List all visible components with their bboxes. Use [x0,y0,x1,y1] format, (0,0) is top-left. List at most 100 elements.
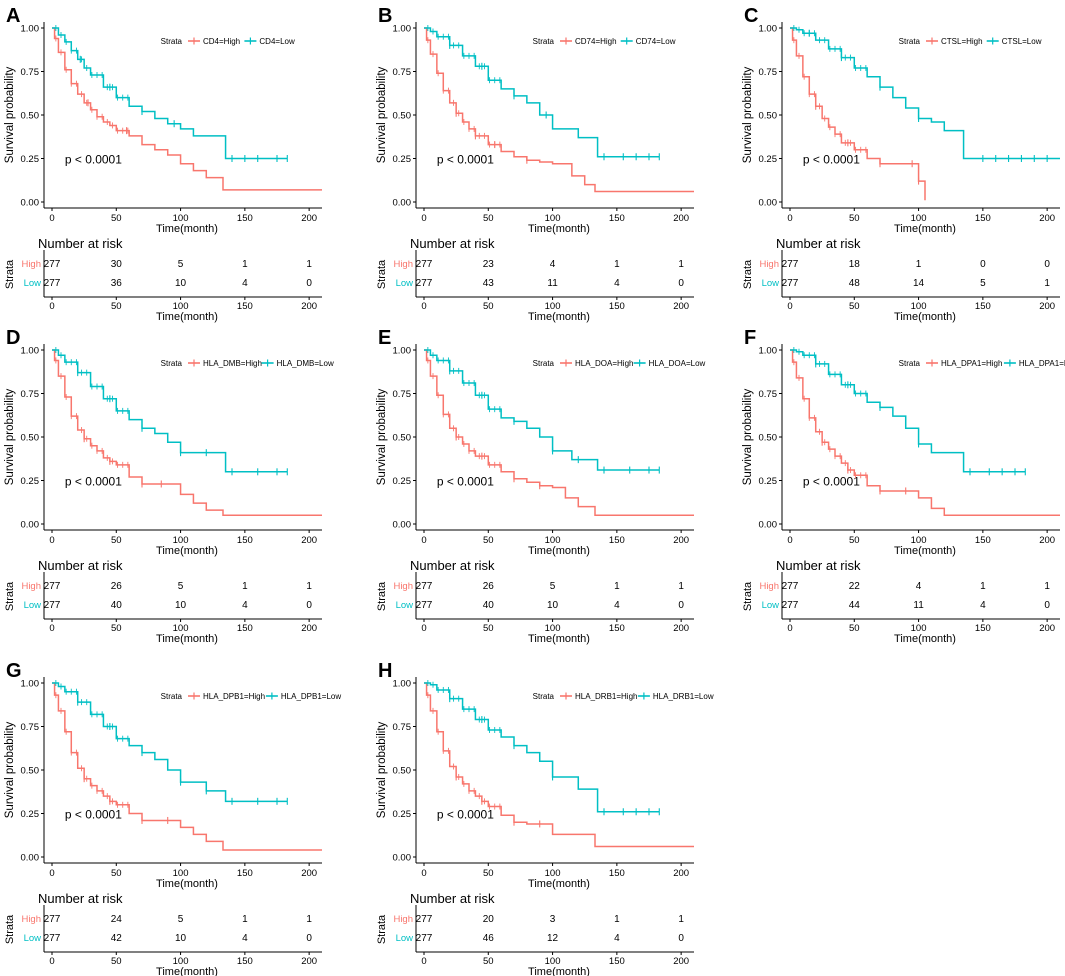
risk-row-label-high: High [393,581,413,592]
y-tick-label: 0.25 [759,154,778,165]
risk-x-tick-label: 150 [237,956,253,967]
legend: Strata HLA_DPA1=High HLA_DPA1=Low [899,359,1065,368]
p-value: p < 0.0001 [65,153,122,167]
x-tick-label: 0 [787,535,792,546]
risk-count-high: 26 [111,581,123,592]
risk-count-high: 1 [242,259,248,270]
risk-x-axis-label: Time(month) [156,311,218,323]
risk-count-high: 1 [678,581,684,592]
y-tick-label: 0.50 [393,433,412,444]
x-tick-label: 100 [545,868,561,879]
risk-x-tick-label: 50 [111,623,122,634]
risk-row-label-high: High [21,259,41,270]
risk-count-high: 26 [483,581,495,592]
legend-title: Strata [161,37,183,46]
risk-strata-label: Strata [376,259,388,289]
x-axis-label: Time(month) [894,545,956,557]
risk-x-tick-label: 150 [609,956,625,967]
x-tick-label: 0 [787,213,792,224]
risk-count-low: 42 [111,933,123,944]
risk-count-low: 10 [175,600,187,611]
legend: Strata CTSL=High CTSL=Low [899,37,1042,46]
risk-count-high: 5 [550,581,556,592]
risk-count-low: 277 [416,933,433,944]
risk-x-axis-label: Time(month) [894,633,956,645]
panel-letter: D [6,327,20,349]
x-tick-label: 100 [545,213,561,224]
risk-count-low: 0 [306,933,312,944]
risk-count-high: 1 [1044,581,1050,592]
panel-letter: F [744,327,756,349]
panel-letter: C [744,5,758,27]
x-axis-label: Time(month) [528,223,590,235]
risk-x-axis-label: Time(month) [156,966,218,976]
legend-title: Strata [533,37,555,46]
km-curve-low [790,349,1026,473]
risk-row-label-low: Low [24,278,42,289]
risk-x-axis-label: Time(month) [528,633,590,645]
risk-count-high: 24 [111,914,123,925]
risk-count-low: 48 [849,278,861,289]
y-tick-label: 0.50 [21,111,40,122]
legend-label-high: HLA_DMB=High [203,359,262,368]
legend: Strata HLA_DOA=High HLA_DOA=Low [533,359,706,368]
x-tick-label: 150 [237,535,253,546]
risk-count-low: 4 [614,600,620,611]
risk-count-low: 277 [782,600,799,611]
risk-count-high: 277 [782,259,799,270]
panel-letter: G [6,660,22,682]
x-tick-label: 150 [609,535,625,546]
risk-strata-label: Strata [376,581,388,611]
km-curve-low [52,349,288,473]
risk-count-low: 10 [547,600,559,611]
legend-title: Strata [533,359,555,368]
risk-row-label-low: Low [396,278,414,289]
risk-count-high: 1 [242,581,248,592]
km-panel-g: G0.000.250.500.751.000 50 100 150 200Time(mo… [4,660,341,976]
risk-count-high: 18 [849,259,861,270]
risk-count-high: 1 [614,914,620,925]
legend: Strata CD74=High CD74=Low [533,37,676,46]
y-tick-label: 1.00 [393,679,412,690]
y-tick-label: 0.75 [21,722,40,733]
risk-count-low: 4 [242,933,248,944]
risk-count-low: 277 [44,933,61,944]
x-tick-label: 200 [673,213,689,224]
x-tick-label: 0 [421,213,426,224]
panel-letter: B [378,5,392,27]
legend-label-high: CD4=High [203,37,240,46]
risk-x-tick-label: 150 [609,623,625,634]
km-panel-b: B0.000.250.500.751.000 50 100 150 200Time(mo… [376,5,694,323]
km-curve-high [424,682,694,848]
risk-count-high: 1 [306,581,312,592]
risk-strata-label: Strata [4,581,16,611]
risk-table-title: Number at risk [38,558,123,573]
y-tick-label: 0.25 [21,809,40,820]
p-value: p < 0.0001 [803,153,860,167]
risk-count-high: 277 [44,914,61,925]
km-curve-high [424,349,694,517]
risk-x-tick-label: 200 [1039,301,1055,312]
x-axis-label: Time(month) [528,545,590,557]
risk-count-low: 0 [306,600,312,611]
risk-count-low: 36 [111,278,123,289]
risk-count-high: 30 [111,259,123,270]
x-tick-label: 0 [49,868,54,879]
legend-label-low: HLA_DRB1=Low [653,692,714,701]
risk-count-low: 46 [483,933,495,944]
x-tick-label: 100 [173,535,189,546]
risk-table-title: Number at risk [776,236,861,251]
y-tick-label: 0.25 [21,476,40,487]
p-value: p < 0.0001 [437,475,494,489]
legend-label-high: CTSL=High [941,37,983,46]
risk-count-high: 5 [178,581,184,592]
risk-x-tick-label: 200 [301,301,317,312]
legend-label-low: HLA_DPA1=Low [1019,359,1065,368]
km-curve-low [790,27,1060,160]
x-tick-label: 200 [673,535,689,546]
p-value: p < 0.0001 [437,808,494,822]
legend-label-low: CTSL=Low [1002,37,1042,46]
y-axis-label: Survival probability [4,721,16,818]
risk-x-tick-label: 100 [911,301,927,312]
